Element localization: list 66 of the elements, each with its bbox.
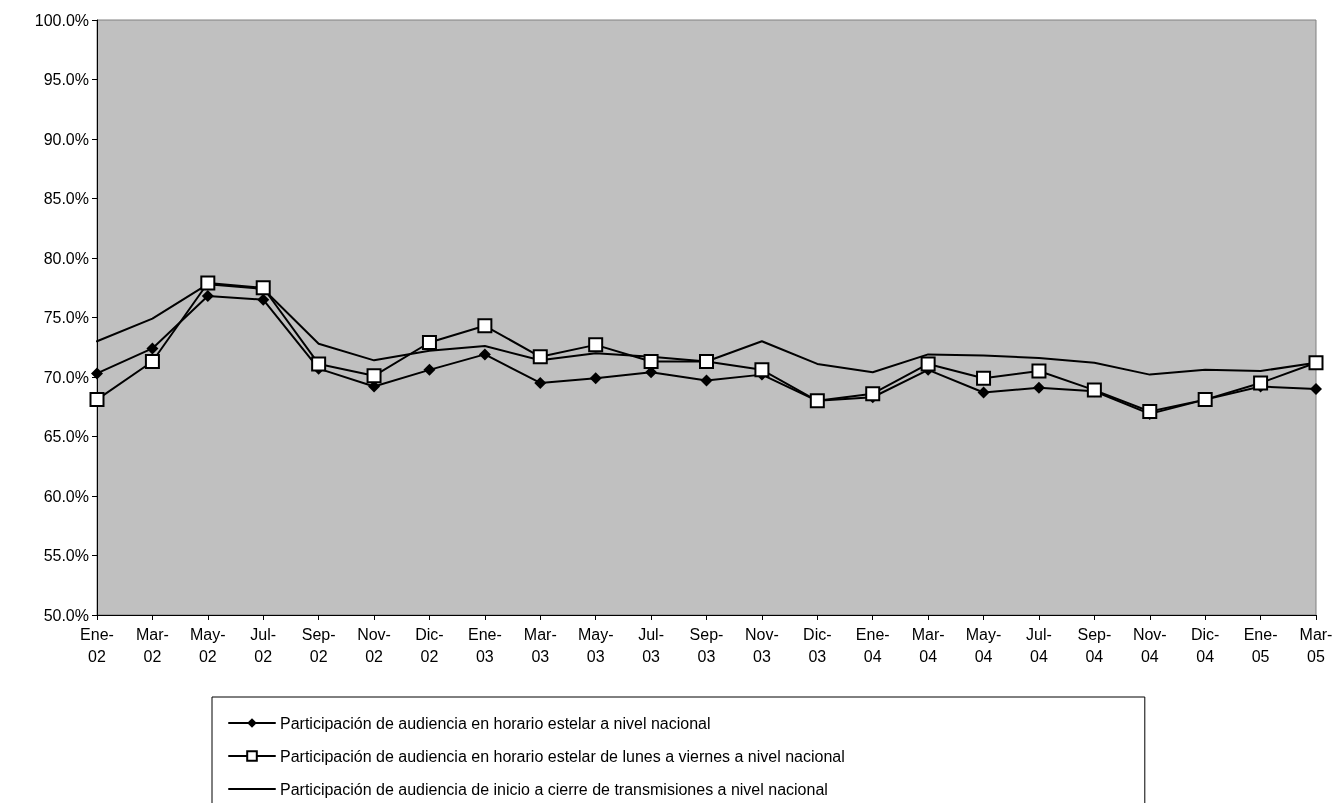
point [976, 370, 992, 386]
y-tick-label: 60.0% [43, 487, 89, 505]
point [643, 354, 659, 370]
point [144, 354, 160, 370]
point [1032, 381, 1045, 394]
point [200, 275, 216, 291]
x-tick-label: Ene-03 [467, 625, 502, 665]
x-tick-label: Nov-02 [357, 625, 391, 665]
y-tick-label: 55.0% [43, 547, 89, 564]
x-tick-label: Nov-04 [1132, 625, 1167, 665]
x-tick-label: Sep-04 [1077, 625, 1112, 665]
point [1308, 355, 1324, 371]
x-tick-label: Mar-02 [135, 625, 169, 665]
point [589, 372, 602, 385]
x-tick-label: Jul-02 [250, 625, 277, 665]
y-tick-label: 85.0% [43, 190, 89, 207]
point [477, 318, 493, 334]
x-tick-label: Dic-03 [803, 625, 832, 665]
y-tick-label: 95.0% [43, 71, 89, 88]
x-tick-label: Mar-03 [523, 625, 557, 665]
x-tick-label: May-02 [190, 625, 226, 665]
legend-label: Participación de audiencia de inicio a cierre de transmisiones a nivel nacional [280, 780, 828, 798]
x-tick-label: Ene-04 [855, 625, 890, 665]
point [865, 386, 881, 402]
x-tick-label: Dic-02 [415, 625, 444, 665]
point [1031, 363, 1047, 379]
x-tick-label: Mar-05 [1299, 625, 1333, 665]
x-tick-label: Sep-03 [689, 625, 724, 665]
x-tick-label: May-04 [965, 625, 1002, 665]
point [89, 392, 105, 408]
point [532, 349, 548, 365]
y-tick-label: 75.0% [43, 309, 89, 326]
point [311, 356, 327, 372]
point [91, 367, 103, 380]
point [146, 342, 159, 355]
x-tick-label: Sep-02 [301, 625, 336, 665]
y-tick-label: 100.0% [34, 11, 89, 29]
point [699, 354, 714, 370]
point [534, 376, 547, 389]
point [421, 334, 437, 350]
x-tick-label: Jul-03 [638, 625, 664, 665]
point [478, 348, 491, 361]
x-tick-label: Nov-03 [745, 625, 779, 665]
point [588, 337, 604, 353]
point [255, 280, 271, 296]
point [1310, 382, 1322, 395]
point [201, 290, 214, 303]
y-tick-label: 50.0% [43, 606, 89, 624]
x-tick-label: Mar-04 [911, 625, 945, 665]
legend-label: Participación de audiencia en horario estelar de lunes a viernes a nivel nacional [280, 747, 845, 765]
y-tick-label: 80.0% [43, 249, 89, 267]
y-tick-label: 65.0% [43, 428, 89, 445]
x-tick-label: Jul-04 [1026, 625, 1052, 665]
legend-label: Participación de audiencia en horario estelar a nivel nacional [280, 714, 711, 732]
point [920, 356, 936, 372]
y-tick-label: 70.0% [43, 368, 89, 386]
x-tick-label: May-03 [577, 625, 614, 665]
x-tick-label: Ene-02 [80, 625, 114, 665]
point [423, 363, 436, 376]
x-tick-label: Ene-05 [1243, 625, 1278, 665]
point [366, 368, 382, 384]
x-tick-label: Dic-04 [1190, 625, 1220, 665]
point [977, 386, 990, 399]
point [754, 362, 770, 378]
y-tick-label: 90.0% [43, 130, 89, 148]
point [700, 374, 713, 387]
